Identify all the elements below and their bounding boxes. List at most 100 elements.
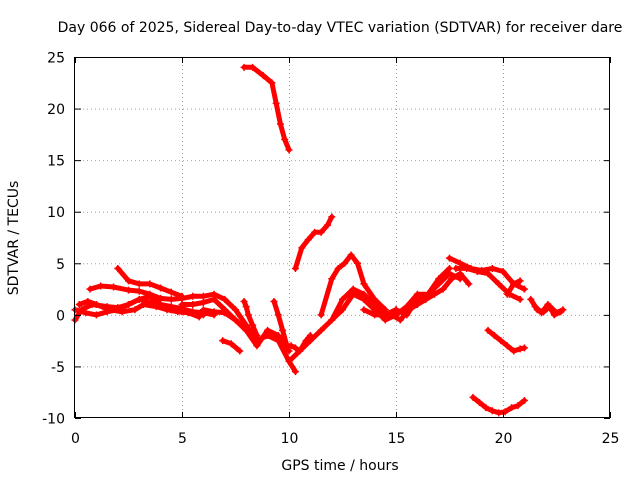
y-tick-label: 25 [47,51,65,67]
grid-layer [75,57,610,418]
data-point [135,287,143,295]
data-point [503,342,511,350]
data-point [544,301,552,309]
data-point [311,228,319,236]
data-point [253,342,261,350]
data-point [538,309,546,317]
y-tick-label: 0 [56,308,65,324]
data-point [167,288,175,296]
data-point [473,268,481,276]
x-tick-label: 5 [178,431,187,447]
data-point [490,331,498,339]
data-point [508,404,516,412]
data-point [199,298,207,306]
data-point [125,301,132,309]
data-point [456,259,464,267]
data-point [152,303,160,311]
data-point [268,79,276,87]
data-point [392,306,400,314]
data-point [105,306,113,314]
data-point [199,292,207,300]
data-point [484,326,492,334]
series-layer [71,63,567,417]
data-point [510,280,518,288]
data-point [360,280,368,288]
series-trace-main-e [388,270,473,324]
data-point [240,297,248,305]
data-point [274,311,282,319]
data-point [244,311,252,319]
data-point [264,326,272,334]
series-line [447,255,527,292]
data-point [195,313,203,321]
data-point [146,280,154,288]
series-trace-d2 [199,306,293,355]
data-point [381,311,389,319]
data-point [291,368,299,376]
data-point [285,347,293,355]
data-point [497,337,505,345]
data-point [501,408,509,416]
data-point [135,280,143,288]
data-point [249,63,257,71]
y-tick-label: 10 [47,205,65,221]
data-point [157,294,165,302]
data-point [287,342,295,350]
data-point [242,326,250,334]
y-tick-label: 5 [56,257,65,273]
x-tick-label: 15 [388,431,406,447]
data-point [520,396,528,404]
data-point [531,303,539,311]
data-point [92,301,100,309]
data-point [456,270,464,278]
data-point [249,321,257,329]
data-point [465,280,473,288]
data-point [221,309,229,317]
data-point [317,228,325,236]
data-point [514,402,522,410]
data-point [349,290,357,298]
x-axis-label: GPS time / hours [281,458,398,474]
data-point [510,347,518,355]
data-point [339,295,346,303]
y-tick-label: -5 [51,360,65,376]
data-point [92,311,100,319]
series-trace-peak-20 [240,63,293,154]
data-point [253,331,261,339]
series-trace-rise-10 [291,213,336,272]
data-point [291,264,299,272]
data-point [341,259,349,267]
data-point [139,301,147,309]
data-point [189,292,197,300]
data-point [157,284,165,292]
data-point [296,347,304,355]
tick-layer: 0 5 10 15 20 25 -10 -5 0 5 10 15 20 25 [42,51,619,448]
data-point [371,295,379,303]
data-point [317,326,325,334]
data-point [232,316,239,324]
data-point [240,63,248,71]
data-point [163,306,171,314]
data-point [516,295,524,303]
data-point [304,236,312,244]
series-trace-c [114,264,186,300]
data-point [298,244,306,252]
data-point [328,275,336,283]
data-point [557,308,565,316]
series-trace-neg-9 [469,393,528,417]
data-point [270,297,278,305]
data-point [448,275,456,283]
data-point [347,251,355,259]
series-trace-late-b [531,301,565,319]
series-trace-main-a [285,285,400,365]
data-point [178,301,186,309]
data-point [439,285,447,293]
data-point [110,283,118,291]
data-point [178,292,186,300]
data-point [516,277,524,285]
series-line [389,271,472,323]
data-point [97,282,105,290]
x-tick-label: 10 [281,431,299,447]
data-point [199,306,207,314]
data-point [86,285,94,293]
